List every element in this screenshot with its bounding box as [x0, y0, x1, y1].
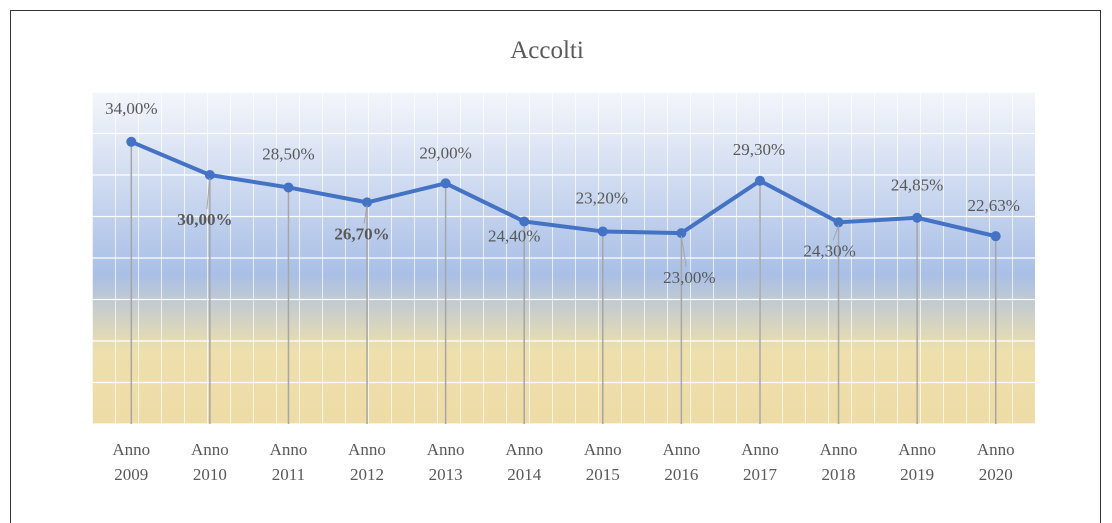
- data-point: [833, 217, 844, 228]
- data-label: 29,30%: [733, 140, 785, 159]
- x-tick-label: Anno 2014: [505, 440, 544, 484]
- data-point: [676, 228, 687, 239]
- x-tick-label: Anno 2018: [819, 440, 858, 484]
- data-label: 29,00%: [419, 143, 471, 162]
- x-tick-label: Anno 2015: [583, 440, 622, 484]
- leader-line: [680, 236, 687, 268]
- data-label: 23,00%: [663, 268, 715, 287]
- data-point: [283, 182, 294, 193]
- data-point: [204, 170, 215, 180]
- leader-line: [363, 205, 368, 224]
- frame: [10, 10, 1101, 523]
- chart-title: Accolti: [510, 37, 584, 64]
- data-point: [362, 197, 373, 208]
- data-point: [519, 216, 530, 227]
- x-tick-label: Anno 2019: [898, 440, 937, 484]
- data-label: 23,20%: [576, 188, 628, 207]
- x-tick-label: Anno 2017: [741, 440, 779, 484]
- x-tick-label: Anno 2011: [269, 440, 308, 484]
- data-label: 24,85%: [891, 176, 943, 195]
- data-point: [597, 226, 608, 237]
- x-tick-label: Anno 2009: [112, 440, 151, 484]
- leader-line: [206, 177, 211, 210]
- data-line: [130, 139, 997, 239]
- data-label: 24,40%: [488, 226, 540, 245]
- leader-line: [832, 225, 840, 241]
- x-tick-label: Anno 2013: [426, 440, 465, 484]
- data-label: 26,70%: [334, 224, 389, 243]
- data-point: [440, 178, 451, 189]
- x-tick-label: Anno 2010: [190, 440, 229, 484]
- data-label: 28,50%: [262, 144, 314, 163]
- x-tick-label: Anno 2016: [662, 440, 701, 484]
- data-label: 22,63%: [967, 196, 1019, 215]
- data-label: 34,00%: [105, 99, 157, 118]
- data-label: 24,30%: [803, 241, 855, 260]
- x-tick-label: Anno 2012: [348, 440, 386, 484]
- x-tick-label: Anno 2020: [976, 440, 1015, 484]
- data-label: 30,00%: [177, 210, 232, 229]
- data-point: [990, 231, 1001, 242]
- data-point: [754, 175, 765, 186]
- data-point: [126, 136, 137, 147]
- data-point: [912, 212, 923, 223]
